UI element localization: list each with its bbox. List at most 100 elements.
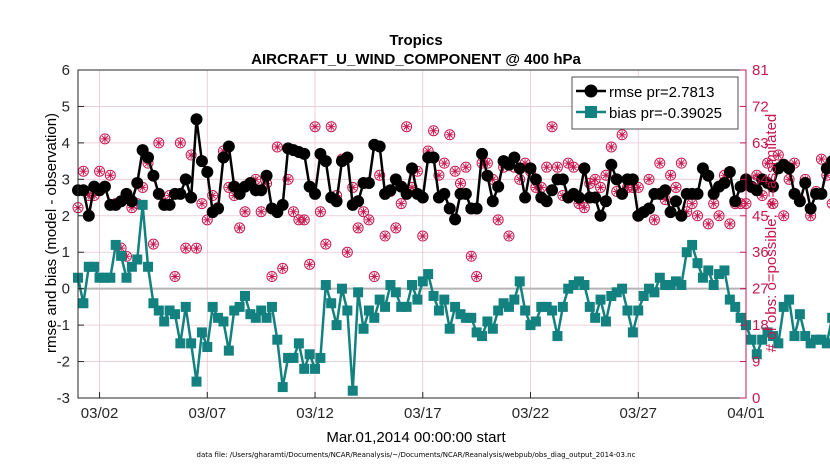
legend-bias-label: bias pr=-0.39025: [609, 105, 722, 122]
obs-count-point: [180, 242, 192, 254]
obs-count-point: [465, 250, 477, 262]
y2-tick-label: 9: [752, 354, 760, 371]
y2-tick-label: 81: [752, 62, 769, 79]
y-tick-label: 2: [62, 208, 70, 225]
bias-point: [132, 254, 143, 265]
bias-point: [126, 261, 137, 272]
bias-point: [584, 301, 595, 312]
bias-point: [83, 261, 94, 272]
rmse-point: [142, 151, 155, 164]
rmse-point: [702, 169, 715, 182]
bias-point: [557, 301, 568, 312]
bias-point: [320, 280, 331, 291]
obs-count-point: [762, 157, 774, 169]
bias-point: [794, 309, 805, 320]
obs-count-point: [255, 206, 267, 218]
bias-point: [687, 239, 698, 250]
obs-count-point: [352, 222, 364, 234]
bias-point: [800, 331, 811, 342]
bias-point: [299, 363, 310, 374]
rmse-point: [400, 187, 413, 200]
bias-point: [697, 272, 708, 283]
rmse-point: [675, 209, 688, 222]
y-tick-label: 6: [62, 62, 70, 79]
bias-point: [816, 334, 827, 345]
rmse-point: [152, 187, 165, 200]
y-tick-label: 1: [62, 244, 70, 261]
bias-point: [811, 334, 822, 345]
rmse-series: [72, 113, 830, 226]
rmse-point: [416, 191, 429, 204]
rmse-point: [319, 155, 332, 168]
bias-point: [654, 272, 665, 283]
rmse-point: [589, 191, 602, 204]
bias-point: [487, 323, 498, 334]
obs-count-point: [648, 214, 660, 226]
obs-count-point: [271, 141, 283, 153]
bias-point: [633, 305, 644, 316]
bias-point: [466, 312, 477, 323]
rmse-point: [492, 180, 505, 193]
rmse-point: [201, 166, 214, 179]
rmse-point: [513, 162, 526, 175]
bias-series: [73, 199, 830, 396]
bias-point: [293, 338, 304, 349]
rmse-point: [384, 184, 397, 197]
bias-point: [304, 349, 315, 360]
bias-point: [401, 301, 412, 312]
obs-count-point: [174, 137, 186, 149]
x-tick-label: 03/22: [512, 405, 550, 422]
bias-point: [541, 301, 552, 312]
rmse-point: [82, 209, 95, 222]
obs-count-point: [147, 238, 159, 250]
rmse-point: [610, 173, 623, 186]
bias-point: [159, 316, 170, 327]
bias-point: [396, 301, 407, 312]
rmse-point: [443, 202, 456, 215]
obs-count-point: [578, 202, 590, 214]
obs-count-point: [444, 129, 456, 141]
obs-count-point: [541, 161, 553, 173]
bias-point: [805, 338, 816, 349]
obs-count-point: [277, 262, 289, 274]
x-tick-label: 03/02: [81, 405, 119, 422]
obs-count-point: [708, 198, 720, 210]
rmse-point: [459, 187, 472, 200]
y2-tick-label: 27: [752, 281, 769, 298]
bias-point: [99, 272, 110, 283]
obs-count-point: [395, 198, 407, 210]
rmse-point: [438, 187, 451, 200]
y-axis-label: rmse and bias (model - observation): [43, 113, 60, 353]
y-axis-left: -3 -2 -1 0 1 2 3 4 5 6: [57, 62, 84, 407]
rmse-point: [793, 195, 806, 208]
y2-tick-label: 0: [752, 390, 760, 407]
bias-point: [175, 338, 186, 349]
bias-point: [261, 312, 272, 323]
bias-point: [116, 250, 127, 261]
obs-count-point: [492, 214, 504, 226]
obs-count-point: [449, 165, 461, 177]
bias-point: [202, 341, 213, 352]
rmse-point: [373, 140, 386, 153]
obs-count-point: [686, 198, 698, 210]
obs-count-point: [191, 242, 203, 254]
rmse-point: [750, 184, 763, 197]
obs-count-point: [379, 230, 391, 242]
bias-point: [606, 290, 617, 301]
rmse-point: [98, 180, 111, 193]
obs-count-point: [298, 214, 310, 226]
rmse-point: [260, 169, 273, 182]
y-tick-label: 0: [62, 281, 70, 298]
bias-point: [121, 272, 132, 283]
rmse-point: [691, 187, 704, 200]
obs-count-point: [239, 206, 251, 218]
bias-point: [186, 338, 197, 349]
bias-point: [444, 323, 455, 334]
rmse-point: [217, 151, 230, 164]
obs-count-point: [605, 141, 617, 153]
bias-point: [439, 294, 450, 305]
obs-count-point: [713, 210, 725, 222]
obs-count-point: [153, 137, 165, 149]
bias-point: [773, 338, 784, 349]
obs-count-point: [670, 181, 682, 193]
